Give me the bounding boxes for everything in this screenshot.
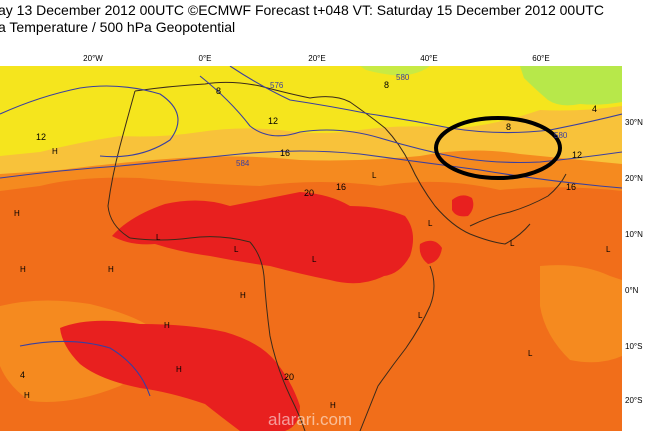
high-marker: H [176, 365, 182, 374]
latitude-label: 20°S [625, 396, 643, 405]
red-spot-ethiopia [419, 240, 442, 264]
geopotential-label: 580 [396, 73, 410, 82]
latitude-label: 0°N [625, 286, 639, 295]
coastlines [107, 81, 567, 431]
isoline-580 [199, 75, 622, 164]
lime-patch [360, 66, 430, 76]
isoline-584 [0, 150, 622, 189]
red-region-sahel [112, 192, 414, 284]
contour-label: 16 [280, 148, 290, 158]
geopotential-label: 584 [236, 159, 250, 168]
high-marker: H [24, 391, 30, 400]
red-region-south [60, 320, 300, 431]
temperature-map: 12 8 8 4 12 16 20 16 16 12 20 4 8 580 57… [0, 66, 622, 431]
contour-label: 12 [572, 150, 582, 160]
high-marker: H [14, 209, 20, 218]
isoline-south [19, 340, 151, 397]
geopotential-label: 576 [270, 81, 284, 90]
contour-label: 16 [336, 182, 346, 192]
pressure-markers: H H H H H H H H H L L L L L L L L L [14, 147, 611, 410]
low-marker: L [528, 349, 533, 358]
latitude-label: 10°N [625, 230, 643, 239]
forecast-subtitle: a Temperature / 500 hPa Geopotential [0, 19, 236, 35]
map-header: ay 13 December 2012 00UTC ©ECMWF Forecas… [0, 0, 656, 63]
red-spot-arabia [452, 195, 474, 217]
west-africa-southern-coast [249, 241, 306, 431]
geopotential-isolines [0, 66, 622, 397]
contour-label: 4 [20, 370, 25, 380]
high-marker: H [52, 147, 58, 156]
contour-label: 12 [268, 116, 278, 126]
low-marker: L [510, 239, 515, 248]
low-marker: L [312, 255, 317, 264]
geopotential-labels: 580 576 580 584 [236, 73, 568, 168]
longitude-label: 20°W [83, 54, 103, 63]
latitude-label: 10°S [625, 342, 643, 351]
latitude-label: 20°N [625, 174, 643, 183]
contour-label: 12 [36, 132, 46, 142]
high-marker: H [330, 401, 336, 410]
arabia-coast [469, 173, 567, 227]
map-canvas: 12 8 8 4 12 16 20 16 16 12 20 4 8 580 57… [0, 66, 622, 431]
forecast-title: ay 13 December 2012 00UTC ©ECMWF Forecas… [0, 2, 604, 18]
contour-label: 16 [566, 182, 576, 192]
contour-labels: 12 8 8 4 12 16 20 16 16 12 20 4 8 [20, 80, 597, 382]
contour-label: 20 [304, 188, 314, 198]
longitude-label: 0°E [198, 54, 212, 63]
low-marker: L [156, 233, 161, 242]
contour-label: 4 [592, 104, 597, 114]
contour-label: 8 [506, 122, 511, 132]
isoline-west [0, 85, 179, 158]
high-marker: H [240, 291, 246, 300]
west-africa-coast [107, 90, 251, 243]
high-marker: H [20, 265, 26, 274]
lime-area [520, 66, 622, 106]
longitude-label: 60°E [532, 54, 550, 63]
low-marker: L [428, 219, 433, 228]
low-marker: L [418, 311, 423, 320]
low-marker: L [372, 171, 377, 180]
north-africa-coast [134, 81, 531, 245]
highlight-ellipse [434, 116, 562, 180]
low-marker: L [234, 245, 239, 254]
east-africa-coast [359, 265, 435, 431]
high-marker: H [108, 265, 114, 274]
contour-label: 20 [284, 372, 294, 382]
high-marker: H [164, 321, 170, 330]
watermark: alarari.com [268, 410, 353, 429]
latitude-label: 30°N [625, 118, 643, 127]
low-marker: L [606, 245, 611, 254]
longitude-label: 20°E [308, 54, 326, 63]
geopotential-label: 580 [554, 131, 568, 140]
isoline-576 [229, 66, 622, 134]
contour-label: 8 [384, 80, 389, 90]
contour-label: 8 [216, 86, 221, 96]
longitude-label: 40°E [420, 54, 438, 63]
orange-patch-east [540, 265, 622, 363]
